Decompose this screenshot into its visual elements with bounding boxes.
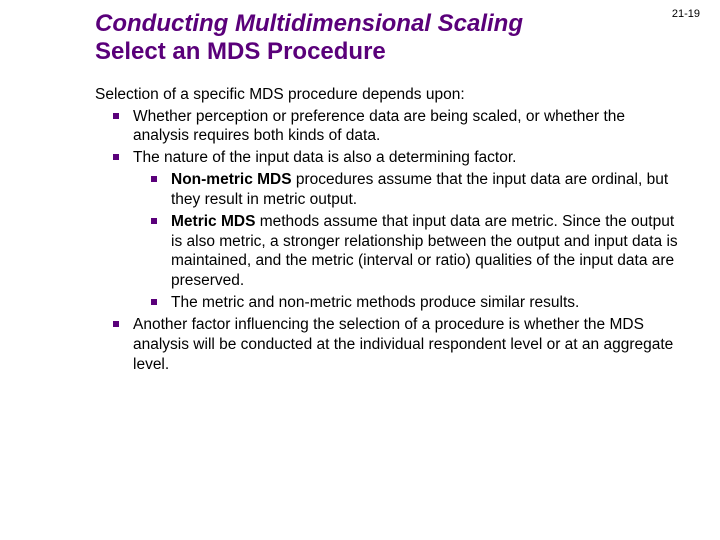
intro-text: Selection of a specific MDS procedure de… (95, 85, 680, 104)
slide-title-sub: Select an MDS Procedure (95, 38, 680, 66)
bold-term: Non-metric MDS (171, 171, 292, 188)
slide-container: 21-19 Conducting Multidimensional Scalin… (0, 0, 720, 540)
slide-title-main: Conducting Multidimensional Scaling (95, 10, 680, 38)
bullet-list-level2: Non-metric MDS procedures assume that th… (133, 170, 680, 313)
bullet-text: The metric and non-metric methods produc… (171, 294, 579, 311)
bold-term: Metric MDS (171, 213, 255, 230)
bullet-list-level1: Whether perception or preference data ar… (95, 107, 680, 375)
bullet-text: Another factor influencing the selection… (133, 316, 673, 373)
bullet-text: The nature of the input data is also a d… (133, 149, 516, 166)
list-item: Non-metric MDS procedures assume that th… (151, 170, 680, 210)
list-item: Metric MDS methods assume that input dat… (151, 212, 680, 291)
list-item: Whether perception or preference data ar… (113, 107, 680, 147)
bullet-text: Whether perception or preference data ar… (133, 108, 625, 145)
list-item: The metric and non-metric methods produc… (151, 293, 680, 313)
list-item: The nature of the input data is also a d… (113, 148, 680, 313)
list-item: Another factor influencing the selection… (113, 315, 680, 374)
page-number: 21-19 (672, 8, 700, 20)
